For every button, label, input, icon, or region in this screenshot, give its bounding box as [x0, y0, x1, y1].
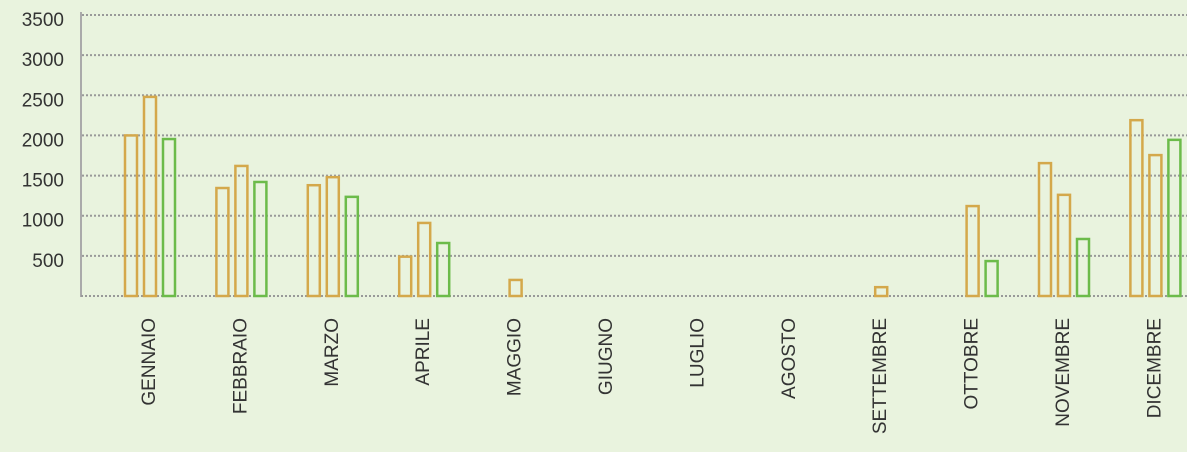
bar: [1037, 161, 1053, 298]
bar: [142, 95, 158, 298]
bar: [508, 278, 523, 298]
bar: [1167, 138, 1182, 298]
bar: [253, 180, 268, 298]
x-tick-label: MAGGIO: [505, 318, 526, 396]
y-tick-label: 1500: [22, 171, 64, 192]
bar: [234, 164, 249, 298]
y-tick-label: 3500: [22, 10, 64, 31]
bar: [873, 285, 889, 298]
y-tick-label: 2000: [22, 130, 64, 151]
x-tick-label: SETTEMBRE: [870, 318, 891, 434]
x-tick-label: MARZO: [322, 318, 343, 387]
x-tick-label: NOVEMBRE: [1053, 318, 1074, 427]
x-tick-label: GENNAIO: [139, 318, 160, 406]
x-tick-label: APRILE: [413, 318, 434, 386]
y-tick-label: 500: [32, 251, 64, 272]
bar: [306, 183, 322, 298]
bar: [344, 195, 360, 298]
x-tick-label: LUGLIO: [687, 318, 708, 388]
bar: [215, 186, 230, 298]
bar: [123, 134, 139, 298]
y-tick-label: 2500: [22, 90, 64, 111]
bar: [1075, 237, 1091, 298]
bar: [984, 259, 999, 298]
bar: [1056, 193, 1072, 298]
bar: [416, 221, 432, 298]
y-tick-label: 3000: [22, 50, 64, 71]
bar: [325, 175, 341, 298]
bar: [435, 241, 451, 298]
bar: [397, 255, 413, 298]
x-tick-label: FEBBRAIO: [230, 318, 251, 414]
y-tick-label: 1000: [22, 211, 64, 232]
bar: [161, 137, 177, 298]
bar: [965, 204, 980, 298]
x-tick-label: DICEMBRE: [1144, 318, 1165, 418]
bar: [1129, 118, 1144, 298]
x-tick-label: AGOSTO: [779, 318, 800, 399]
x-tick-label: GIUGNO: [596, 318, 617, 395]
bar: [1148, 153, 1163, 298]
x-tick-label: OTTOBRE: [962, 318, 983, 410]
